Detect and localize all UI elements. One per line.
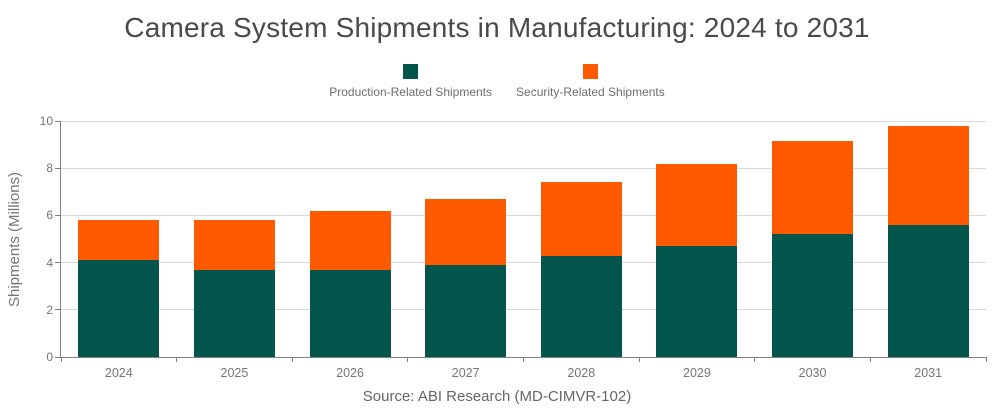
bar-production-2027[interactable]: [425, 264, 507, 357]
bar-production-2030[interactable]: [772, 234, 854, 357]
bar-production-2031[interactable]: [887, 224, 969, 357]
x-axis-tick: [291, 357, 293, 362]
bar-security-2031[interactable]: [887, 125, 969, 225]
x-axis-label-2029: 2029: [683, 366, 711, 380]
x-axis-label-2024: 2024: [104, 366, 133, 380]
bar-security-2025[interactable]: [193, 220, 275, 270]
y-axis-tick-label: 8: [46, 161, 53, 176]
gridline: [61, 167, 986, 169]
y-axis-tick-label: 10: [39, 114, 53, 128]
y-axis-tick-label: 2: [46, 302, 53, 317]
bar-security-2024[interactable]: [78, 220, 160, 261]
bar-production-2029[interactable]: [656, 246, 738, 357]
x-axis-tick: [60, 357, 62, 362]
production-swatch-icon: [403, 64, 419, 79]
plot-area: 0 2 4 6 8 10 2024 2025 2026 2027 2028 2029 2030 2031: [40, 114, 987, 380]
y-axis-tick: [54, 120, 60, 122]
x-axis-label-2025: 2025: [220, 366, 249, 380]
y-axis-tick-label: 6: [46, 208, 53, 223]
bar-production-2024[interactable]: [78, 260, 160, 357]
x-axis-tick: [754, 357, 756, 362]
bar-security-2027[interactable]: [425, 198, 507, 265]
gridline: [61, 120, 986, 122]
chart-title: Camera System Shipments in Manufacturing…: [124, 12, 870, 43]
bar-security-2029[interactable]: [656, 163, 738, 247]
x-axis-label-2026: 2026: [336, 366, 364, 380]
x-axis-label-2028: 2028: [567, 366, 596, 380]
legend-item-security[interactable]: Security-Related Shipments: [516, 64, 665, 99]
y-axis-tick: [54, 214, 60, 216]
x-axis-tick: [869, 357, 871, 362]
legend-item-production[interactable]: Production-Related Shipments: [329, 64, 492, 99]
gridline: [61, 262, 986, 264]
source-caption: Source: ABI Research (MD-CIMVR-102): [362, 388, 632, 405]
legend-label-security: Security-Related Shipments: [516, 85, 665, 99]
y-axis-tick: [54, 167, 60, 169]
x-axis-tick: [176, 357, 178, 362]
x-axis-tick: [985, 357, 987, 362]
bar-production-2025[interactable]: [193, 269, 275, 357]
y-axis-tick: [54, 309, 60, 311]
bar-production-2028[interactable]: [540, 255, 622, 357]
legend-label-production: Production-Related Shipments: [329, 85, 493, 99]
x-axis-tick: [407, 357, 409, 362]
x-axis-label-2027: 2027: [451, 366, 480, 380]
y-axis-tick-label: 4: [46, 255, 53, 270]
bar-production-2026[interactable]: [309, 269, 391, 357]
bar-security-2026[interactable]: [309, 210, 391, 270]
bar-security-2028[interactable]: [540, 182, 622, 256]
security-swatch-icon: [582, 64, 598, 79]
x-axis-tick: [638, 357, 640, 362]
bar-security-2030[interactable]: [772, 141, 854, 235]
y-axis-tick: [54, 356, 60, 358]
gridline: [61, 214, 986, 216]
x-axis-label-2031: 2031: [914, 366, 943, 380]
gridline: [61, 309, 986, 311]
y-axis-tick-label: 0: [46, 350, 53, 364]
y-axis-title: Shipments (Millions): [6, 171, 23, 307]
legend: Production-Related Shipments Security-Re…: [0, 64, 994, 99]
x-axis-label-2030: 2030: [798, 366, 827, 380]
y-axis-tick: [54, 262, 60, 264]
x-axis-tick: [523, 357, 524, 362]
